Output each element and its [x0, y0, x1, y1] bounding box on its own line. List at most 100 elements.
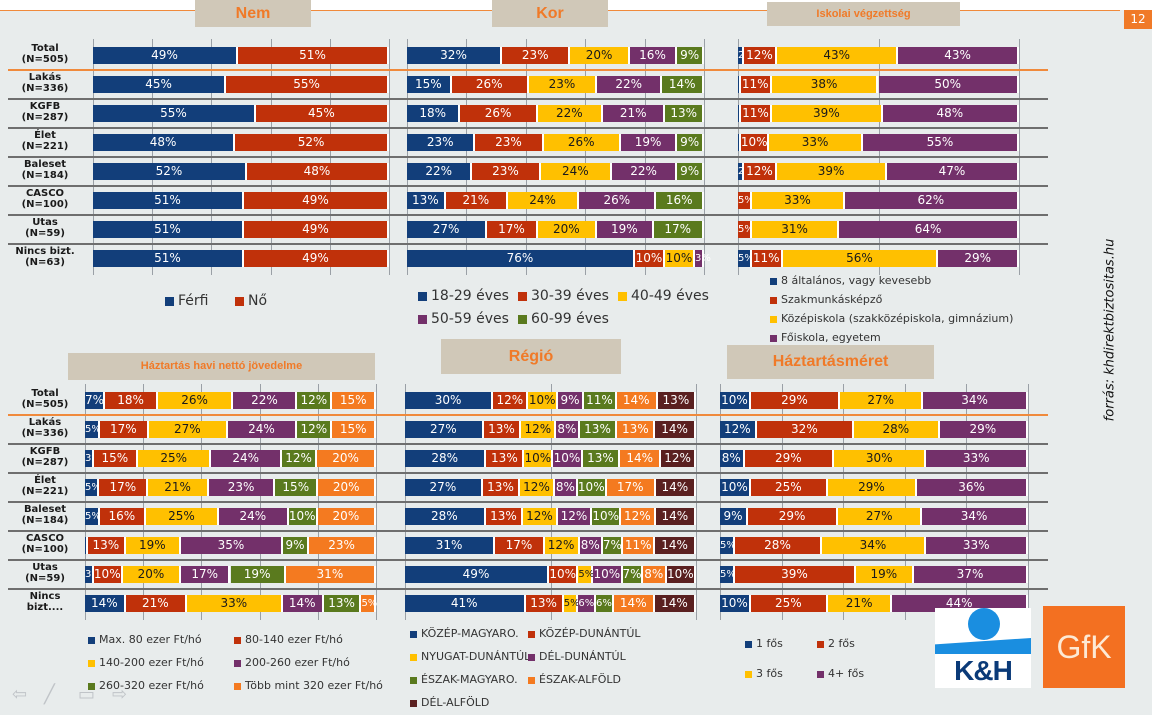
forward-icon[interactable]: ⇨: [112, 684, 128, 705]
pen-icon[interactable]: ╱: [44, 684, 55, 705]
bar-segment: 29%: [939, 421, 1028, 438]
data-label: 15%: [282, 480, 310, 494]
data-label: 24%: [561, 164, 589, 178]
data-label: 10%: [721, 596, 748, 610]
bar-segment: 19%: [230, 566, 286, 583]
bar-segment: 9%: [677, 47, 704, 64]
row-label-name: Élet: [34, 130, 56, 141]
legend-item: Több mint 320 ezer Ft/hó: [234, 679, 383, 692]
legend-item: 260-320 ezer Ft/hó: [88, 679, 204, 692]
data-label: 20%: [553, 222, 580, 236]
bar-segment: 8%: [556, 421, 580, 438]
legend-item: 3 fős: [745, 667, 783, 680]
bar-segment: 49%: [243, 221, 389, 238]
bar-segment: 24%: [507, 192, 580, 209]
row-separator: [8, 214, 400, 216]
bar-segment: 12%: [521, 421, 557, 438]
legend-swatch: [817, 640, 824, 648]
data-label: 17%: [191, 567, 219, 581]
data-label: 34%: [961, 393, 988, 407]
bar-segment: 5%: [85, 421, 101, 438]
bar-segment: 20%: [317, 450, 376, 467]
data-label: 34%: [960, 509, 988, 523]
data-label: 3%: [85, 453, 101, 464]
bar-segment: 51%: [93, 192, 244, 209]
data-label: 14%: [626, 451, 654, 465]
data-label: 55%: [926, 135, 954, 149]
data-label: 27%: [173, 422, 201, 436]
data-label: 14%: [661, 538, 688, 552]
data-label: 26%: [484, 106, 512, 120]
bar-segment: 13%: [323, 595, 362, 612]
bar-segment: 10%: [577, 479, 607, 496]
bar-segment: 9%: [720, 508, 748, 525]
bar-segment: 17%: [653, 221, 704, 238]
data-label: 49%: [302, 222, 329, 236]
data-label: 24%: [529, 193, 556, 207]
back-icon[interactable]: ⇦: [12, 684, 28, 705]
row-label-n: (N=336): [21, 83, 69, 94]
bar-segment: 36%: [917, 479, 1028, 496]
row-separator: [8, 443, 400, 445]
row-label-name: Total: [31, 388, 59, 399]
data-label: 76%: [506, 251, 534, 265]
bar-segment: 20%: [570, 47, 630, 64]
legend-swatch: [770, 334, 777, 342]
bar-segment: 22%: [597, 76, 663, 93]
row-label-n: (N=63): [25, 257, 65, 268]
bar-segment: 17%: [181, 566, 231, 583]
bar-segment: 14%: [655, 421, 696, 438]
bar-segment: 19%: [855, 566, 915, 583]
legend-label: 60-99 éves: [531, 311, 609, 327]
row-separator: [720, 185, 1048, 187]
data-label: 37%: [956, 567, 984, 581]
bar-segment: 25%: [137, 450, 212, 467]
bar-segment: 13%: [657, 392, 696, 409]
bar-segment: 8%: [554, 479, 578, 496]
row-label-n: (N=336): [21, 428, 69, 439]
bar-segment: 14%: [616, 392, 658, 409]
legend-item: 50-59 éves: [418, 311, 509, 327]
bar-segment: 27%: [407, 221, 488, 238]
bar-segment: 29%: [748, 508, 839, 525]
legend-item: DÉL-ALFÖLD: [410, 696, 489, 709]
chart-title: Háztartás havi nettó jövedelme: [68, 353, 375, 380]
legend-label: ÉSZAK-ALFÖLD: [539, 673, 622, 686]
bar-segment: 30%: [405, 392, 494, 409]
bar-segment: 49%: [93, 47, 239, 64]
bar-segment: 17%: [99, 421, 150, 438]
data-label: 12%: [496, 393, 524, 407]
row-separator: [400, 243, 720, 245]
data-label: 25%: [774, 480, 802, 494]
bar-segment: 15%: [407, 76, 452, 93]
bar-segment: 27%: [405, 421, 484, 438]
bar-segment: 21%: [827, 595, 893, 612]
data-label: 14%: [622, 393, 650, 407]
bar-segment: 51%: [238, 47, 389, 64]
chart-title: Háztartásméret: [727, 345, 934, 379]
bar-segment: 11%: [623, 537, 656, 554]
kh-logo-text: K&H: [954, 655, 1013, 686]
legend-swatch: [770, 315, 777, 323]
menu-icon[interactable]: ▭: [78, 684, 96, 705]
data-label: 5%: [738, 195, 754, 206]
data-label: 5%: [85, 424, 101, 435]
bar-segment: 23%: [528, 76, 598, 93]
data-label: 14%: [661, 422, 688, 436]
bar-segment: 3%: [695, 250, 711, 267]
data-label: 22%: [251, 393, 278, 407]
bar-segment: 12%: [493, 392, 529, 409]
legend-label: KÖZÉP-DUNÁNTÚL: [539, 627, 641, 640]
data-label: 26%: [603, 193, 631, 207]
bar-segment: 62%: [844, 192, 1019, 209]
total-separator: [8, 414, 400, 416]
bar-segment: 17%: [495, 537, 545, 554]
data-label: 49%: [462, 567, 490, 581]
legend-item: 4+ fős: [817, 667, 864, 680]
data-label: 28%: [882, 422, 910, 436]
data-label: 6%: [578, 598, 595, 609]
row-label-n: (N=100): [21, 544, 69, 555]
legend-item: KÖZÉP-DUNÁNTÚL: [528, 627, 641, 640]
data-label: 23%: [328, 538, 355, 552]
row-label-name: CASCO: [25, 188, 65, 199]
